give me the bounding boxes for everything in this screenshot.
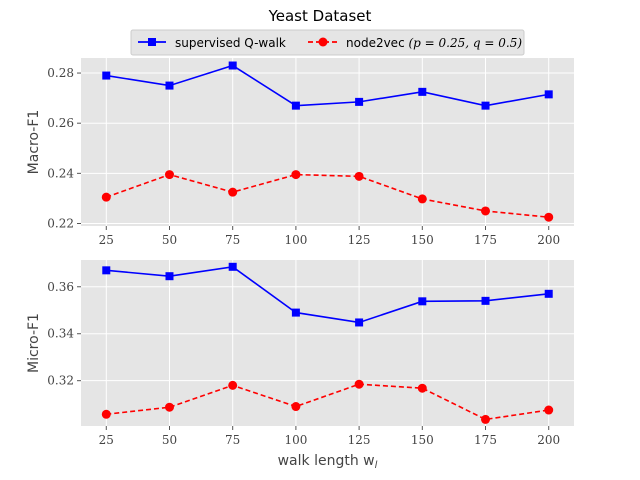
x-tick-label: 150 bbox=[411, 433, 434, 447]
data-point-circle bbox=[481, 414, 491, 424]
x-tick-label: 125 bbox=[348, 233, 371, 247]
data-point-square bbox=[291, 308, 300, 317]
plot-background bbox=[81, 260, 574, 426]
panel-2: 0.32 0.34 0.36 25 50 75 100 125 150 175 200 Micro-F… bbox=[26, 260, 574, 471]
data-point-circle bbox=[291, 170, 301, 180]
data-point-square bbox=[102, 71, 111, 80]
data-point-square bbox=[481, 296, 490, 305]
data-point-circle bbox=[291, 402, 301, 412]
series-node2vec bbox=[101, 170, 554, 222]
series-qwalk bbox=[102, 61, 553, 110]
data-point-square bbox=[165, 272, 174, 281]
legend-item-node2vec: node2vec (p = 0.25, q = 0.5) bbox=[308, 36, 522, 50]
x-tick-label: 200 bbox=[537, 233, 560, 247]
series-node2vec bbox=[101, 379, 554, 424]
data-point-square bbox=[544, 289, 553, 298]
x-tick-label: 125 bbox=[348, 433, 371, 447]
y-axis-label: Macro-F1 bbox=[26, 110, 42, 175]
data-point-circle bbox=[417, 194, 427, 204]
legend-label-node2vec: node2vec (p = 0.25, q = 0.5) bbox=[346, 36, 522, 50]
x-axis-label: walk length wl bbox=[278, 453, 378, 471]
data-point-circle bbox=[101, 409, 111, 419]
data-point-square bbox=[291, 101, 300, 110]
y-tick-label: 0.36 bbox=[47, 280, 74, 294]
y-tick-label: 0.26 bbox=[47, 116, 74, 130]
legend: supervised Q-walk node2vec (p = 0.25, q … bbox=[130, 29, 525, 56]
x-tick-label: 100 bbox=[284, 233, 307, 247]
y-tick-label: 0.28 bbox=[47, 66, 74, 80]
data-point-square bbox=[228, 262, 237, 271]
data-point-square bbox=[165, 81, 174, 90]
panel-1: 0.22 0.24 0.26 0.28 25 50 75 100 125 150 175 200 Mac… bbox=[26, 58, 574, 247]
x-tick-label: 75 bbox=[225, 233, 240, 247]
data-point-circle bbox=[164, 402, 174, 412]
x-tick-label: 25 bbox=[99, 433, 114, 447]
y-tick-label: 0.34 bbox=[47, 327, 74, 341]
data-point-circle bbox=[544, 212, 554, 222]
data-point-circle bbox=[228, 380, 238, 390]
plot-panels: 0.22 0.24 0.26 0.28 25 50 75 100 125 150 175 200 Mac… bbox=[26, 58, 574, 471]
data-point-circle bbox=[544, 405, 554, 415]
x-tick-label: 25 bbox=[99, 233, 114, 247]
legend-label-node2vec-name: node2vec bbox=[346, 36, 408, 50]
y-axis-label: Micro-F1 bbox=[26, 313, 42, 373]
data-point-circle bbox=[354, 171, 364, 181]
x-tick-label: 175 bbox=[474, 433, 497, 447]
chart-title: Yeast Dataset bbox=[268, 7, 372, 25]
x-tick-label: 50 bbox=[162, 433, 177, 447]
data-point-square bbox=[418, 87, 427, 96]
data-point-square bbox=[481, 101, 490, 110]
legend-label-qwalk: supervised Q-walk bbox=[175, 36, 286, 50]
x-tick-label: 75 bbox=[225, 433, 240, 447]
x-tick-label: 150 bbox=[411, 233, 434, 247]
series-qwalk bbox=[102, 262, 553, 327]
data-point-circle bbox=[228, 187, 238, 197]
x-tick-label: 100 bbox=[284, 433, 307, 447]
data-point-circle bbox=[101, 192, 111, 202]
series-line bbox=[106, 265, 549, 324]
data-point-square bbox=[228, 61, 237, 70]
data-point-square bbox=[544, 90, 553, 99]
data-point-square bbox=[355, 318, 364, 327]
plot-background bbox=[81, 58, 574, 226]
data-point-circle bbox=[164, 170, 174, 180]
x-tick-label: 200 bbox=[537, 433, 560, 447]
data-point-circle bbox=[354, 379, 364, 389]
series-line bbox=[106, 383, 549, 421]
legend-marker-square bbox=[148, 38, 156, 46]
legend-label-node2vec-params: (p = 0.25, q = 0.5) bbox=[408, 36, 522, 50]
series-line bbox=[106, 64, 549, 107]
legend-marker-circle bbox=[318, 37, 328, 47]
y-tick-label: 0.32 bbox=[47, 374, 74, 388]
x-tick-label: 50 bbox=[162, 233, 177, 247]
y-tick-label: 0.22 bbox=[47, 216, 74, 230]
data-point-square bbox=[418, 297, 427, 306]
data-point-circle bbox=[481, 206, 491, 216]
legend-item-qwalk: supervised Q-walk bbox=[138, 36, 286, 50]
data-point-circle bbox=[417, 383, 427, 393]
y-tick-label: 0.24 bbox=[47, 166, 74, 180]
data-point-square bbox=[355, 97, 364, 106]
x-tick-label: 175 bbox=[474, 233, 497, 247]
x-axis-label-subscript: l bbox=[375, 460, 378, 471]
data-point-square bbox=[102, 266, 111, 275]
